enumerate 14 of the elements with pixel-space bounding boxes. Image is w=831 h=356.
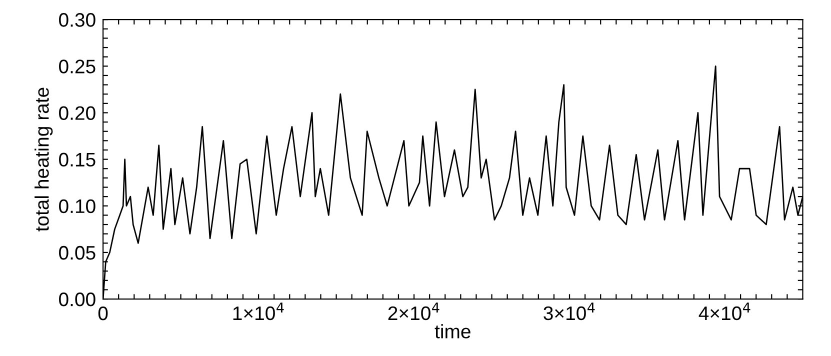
x-tick-label: 0 — [98, 306, 108, 320]
y-tick-label: 0.10 — [59, 199, 96, 214]
y-axis-title: total heating rate — [34, 88, 53, 232]
x-tick-label: 3×10$^{4}$ — [544, 302, 595, 320]
y-tick-label: 0.25 — [59, 60, 96, 74]
x-axis-title: time — [434, 324, 470, 338]
y-tick-label: 0.05 — [59, 246, 96, 260]
x-tick-label: 2×10$^{4}$ — [388, 302, 440, 320]
y-tick-label: 0.20 — [59, 106, 96, 120]
y-tick-label: 0.15 — [59, 152, 96, 167]
y-tick-label: 0.00 — [59, 292, 96, 306]
x-tick-label: 4×10$^{4}$ — [698, 302, 750, 320]
y-tick-label: 0.30 — [59, 13, 96, 27]
x-tick-label: 1×10$^{4}$ — [233, 302, 284, 320]
